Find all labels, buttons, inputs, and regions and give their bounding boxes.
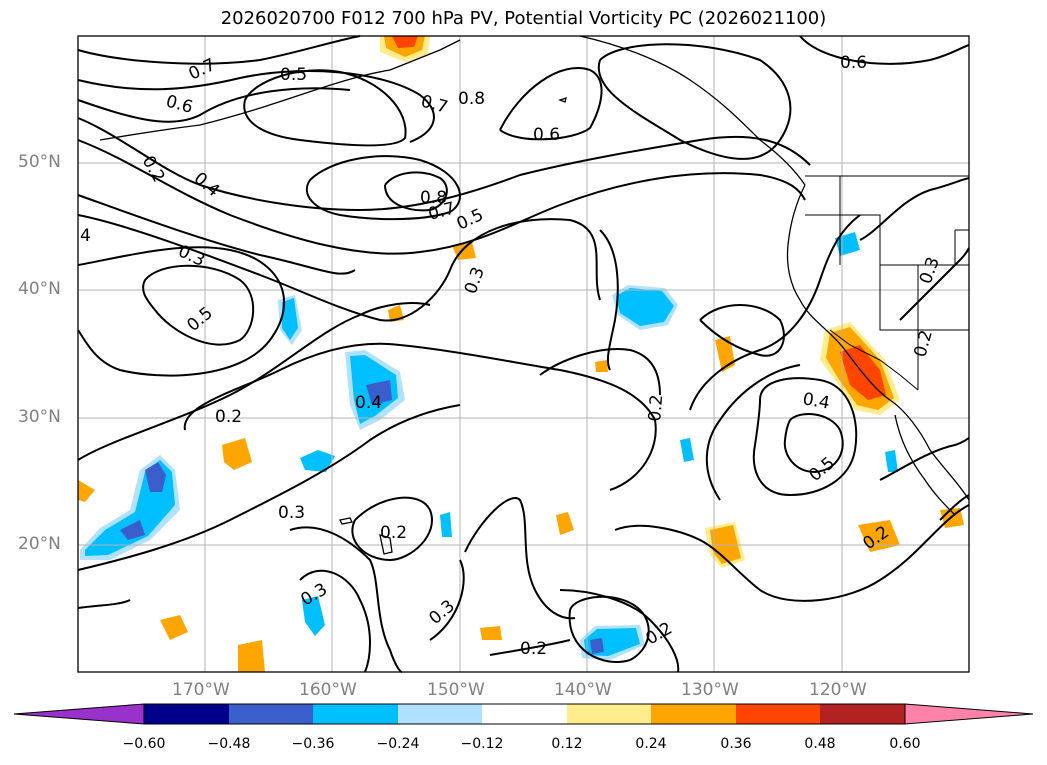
- colorbar-segment: [567, 704, 651, 724]
- contour-label: 0.5: [280, 65, 307, 85]
- colorbar-tick: 0.24: [635, 736, 667, 752]
- colorbar-segment: [313, 704, 398, 724]
- colorbar-segment: [482, 704, 567, 724]
- coastlines: [99, 35, 970, 555]
- contour-label: 0.3: [278, 503, 305, 523]
- contour-labels: 0.7 0.5 0.6 0.7 0.8 0.6 0.6 0.2 0.4 0.8 …: [80, 53, 944, 659]
- colorbar-tick: 0.48: [804, 736, 836, 752]
- lon-label-130w: 130°W: [681, 680, 739, 700]
- colorbar-segment: [820, 704, 905, 724]
- lat-label-30n: 30°N: [18, 407, 61, 427]
- colorbar-extend-max: [904, 703, 1034, 725]
- colorbar-tick: 0.60: [889, 736, 921, 752]
- colorbar-tick: −0.48: [207, 736, 251, 752]
- lon-label-170w: 170°W: [172, 680, 230, 700]
- borders: [805, 175, 969, 391]
- colorbar-extend-min: [13, 703, 145, 725]
- lon-label-150w: 150°W: [427, 680, 485, 700]
- negative-pv-shading: [80, 232, 898, 660]
- contour-label: 0.8: [458, 89, 485, 109]
- lat-label-50n: 50°N: [18, 152, 61, 172]
- contour-label: 0.8: [420, 188, 447, 208]
- colorbar-tick: −0.24: [376, 736, 420, 752]
- contour-label: 0.2: [215, 407, 242, 427]
- colorbar-segment: [144, 704, 229, 724]
- map-background: [78, 36, 969, 672]
- contour-label: 4: [80, 226, 91, 246]
- lon-label-160w: 160°W: [299, 680, 357, 700]
- lat-label-20n: 20°N: [18, 534, 61, 554]
- contour-label: 0.2: [520, 639, 547, 659]
- gridlines: [78, 36, 969, 672]
- colorbar-tick: 0.36: [720, 736, 752, 752]
- colorbar: [13, 703, 1034, 725]
- colorbar-segment: [229, 704, 313, 724]
- pv-contours: [77, 35, 970, 673]
- colorbar-tick: 0.12: [551, 736, 583, 752]
- contour-label: 0.6: [840, 53, 867, 73]
- lon-label-120w: 120°W: [809, 680, 867, 700]
- colorbar-frame: [143, 703, 906, 725]
- contour-label: 0.4: [355, 393, 382, 413]
- colorbar-tick: −0.60: [122, 736, 166, 752]
- colorbar-tick: −0.36: [291, 736, 335, 752]
- contour-label: 0.4: [801, 389, 831, 413]
- colorbar-segment: [651, 704, 736, 724]
- lat-label-40n: 40°N: [18, 279, 61, 299]
- contour-label: 0.2: [380, 523, 407, 543]
- colorbar-segment: [398, 704, 482, 724]
- colorbar-tick: −0.12: [460, 736, 504, 752]
- lon-label-140w: 140°W: [554, 680, 612, 700]
- map-frame: [77, 35, 970, 673]
- contour-label: 0.6: [533, 125, 560, 145]
- colorbar-segment: [736, 704, 820, 724]
- contour-label: 0.2: [645, 394, 667, 423]
- map-title: 2026020700 F012 700 hPa PV, Potential Vo…: [220, 8, 827, 29]
